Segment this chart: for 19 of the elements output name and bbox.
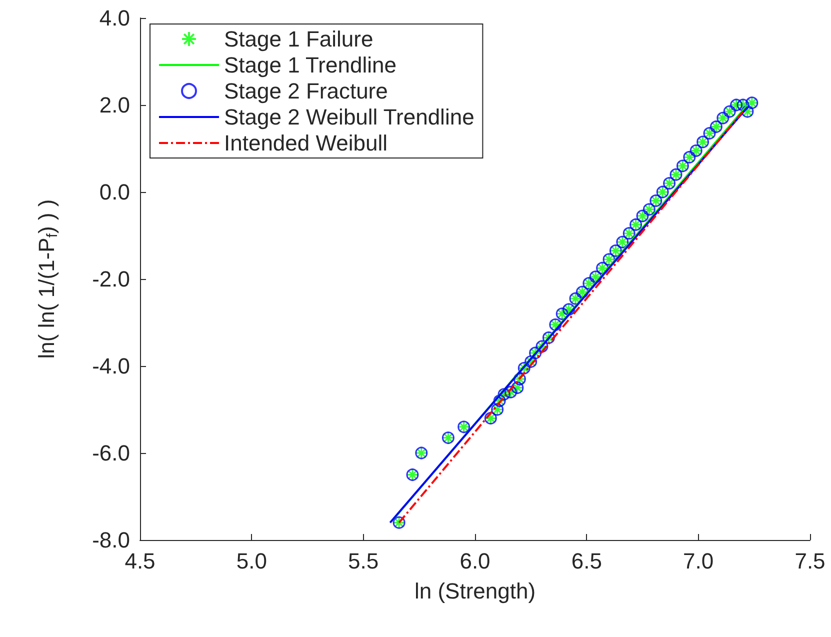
y-tick-label: -4.0 [92, 354, 130, 378]
y-tick-label: 4.0 [99, 6, 130, 30]
y-tick-label: 2.0 [99, 92, 130, 118]
x-tick-label: 6.0 [460, 548, 490, 574]
legend-label: Stage 1 Trendline [224, 52, 396, 78]
legend-label: Stage 2 Fracture [224, 78, 388, 104]
y-tick-label: 0.0 [99, 180, 130, 204]
x-tick-label: 7.5 [794, 548, 826, 574]
x-tick-label: 5.0 [236, 548, 267, 574]
legend-label: Intended Weibull [224, 130, 388, 156]
x-axis-title: ln (Strength) [414, 578, 536, 604]
x-tick-label: 7.0 [683, 548, 714, 574]
legend-label: Stage 1 Failure [224, 26, 374, 52]
y-axis-title: ln( ln( 1/(1-Pf) ) ) [34, 199, 61, 359]
x-tick-label: 5.5 [348, 548, 379, 574]
legend-label: Stage 2 Weibull Trendline [224, 104, 474, 130]
y-tick-label: -2.0 [92, 266, 130, 292]
x-tick-label: 6.5 [571, 548, 602, 574]
y-tick-label: -6.0 [92, 440, 130, 466]
